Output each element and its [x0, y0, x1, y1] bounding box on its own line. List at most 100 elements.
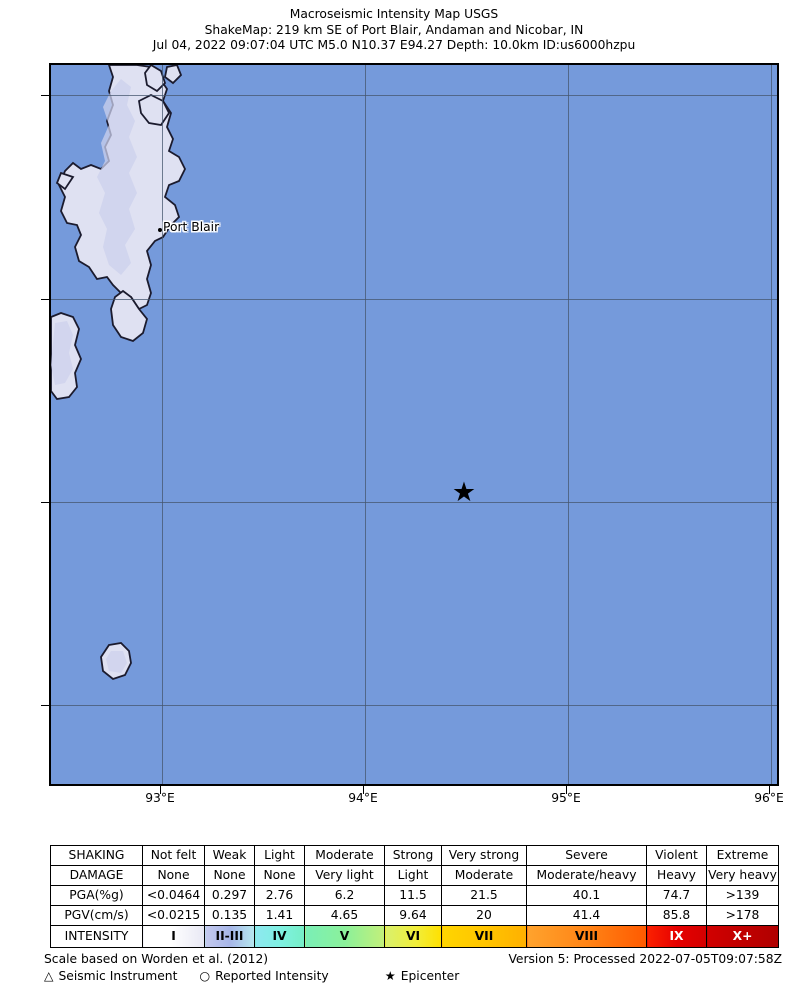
legend-intensity-5: VI [384, 925, 442, 948]
footer-scale-note: Scale based on Worden et al. (2012) [44, 952, 269, 966]
legend-pgv-2: 0.135 [204, 905, 255, 926]
legend-shaking-5: Strong [384, 845, 442, 866]
legend-pga-9: >139 [706, 885, 779, 906]
legend-pga-1: <0.0464 [142, 885, 205, 906]
key-reported-intensity-label: Reported Intensity [215, 969, 329, 983]
legend-row-shaking: SHAKING Not felt Weak Light Moderate Str… [50, 845, 779, 866]
key-epicenter: ★ Epicenter [385, 969, 460, 983]
island-small-north-east-2 [164, 65, 183, 85]
star-icon: ★ [384, 969, 396, 983]
legend-rowlabel-shaking: SHAKING [50, 845, 143, 866]
circle-icon: ○ [199, 969, 211, 983]
gridline-lon-93 [162, 65, 163, 784]
island-little-andaman-shading [51, 321, 73, 385]
legend-damage-4: Very light [304, 865, 385, 886]
lon-label-95: 95°E [551, 791, 581, 805]
legend-intensity-8: IX [646, 925, 707, 948]
legend-shaking-1: Not felt [142, 845, 205, 866]
legend-row-pga: PGA(%g) <0.0464 0.297 2.76 6.2 11.5 21.5… [50, 885, 779, 906]
key-epicenter-label: Epicenter [400, 969, 460, 983]
key-reported-intensity: ○ Reported Intensity [199, 969, 328, 983]
tick-lat-12 [41, 95, 49, 96]
tick-lat-11 [41, 299, 49, 300]
island-small-north-east [144, 65, 167, 93]
footer-version-note: Version 5: Processed 2022-07-05T09:07:58… [508, 952, 782, 966]
legend-damage-8: Heavy [646, 865, 707, 886]
city-label-port-blair: Port Blair [163, 220, 220, 234]
gridline-lat-9 [51, 705, 777, 706]
legend-pgv-4: 4.65 [304, 905, 385, 926]
legend-intensity-7: VIII [526, 925, 647, 948]
gridline-lon-94 [365, 65, 366, 784]
gridline-lat-11 [51, 299, 777, 300]
island-sliver-east [138, 93, 171, 126]
lon-label-96: 96°E [754, 791, 784, 805]
title-line-1: Macroseismic Intensity Map USGS [289, 7, 499, 21]
map-land-layer [51, 65, 187, 681]
tick-lon-96 [769, 786, 770, 794]
tick-lon-93 [160, 786, 161, 794]
island-port-blair-peninsula [110, 289, 148, 343]
legend-rowlabel-damage: DAMAGE [50, 865, 143, 886]
title-line-3: Jul 04, 2022 09:07:04 UTC M5.0 N10.37 E9… [152, 38, 636, 52]
legend-damage-7: Moderate/heavy [526, 865, 647, 886]
legend-pgv-3: 1.41 [254, 905, 305, 926]
legend-pgv-7: 41.4 [526, 905, 647, 926]
legend-intensity-9: X+ [706, 925, 779, 948]
legend-rowlabel-intensity: INTENSITY [50, 925, 143, 948]
gridline-lon-95 [568, 65, 569, 784]
island-car-nicobar-shading [106, 651, 127, 673]
legend-intensity-2: II-III [204, 925, 255, 948]
map-footer: Scale based on Worden et al. (2012) Vers… [0, 952, 788, 996]
island-tiny-west [55, 171, 75, 191]
tick-lon-94 [363, 786, 364, 794]
triangle-icon: △ [44, 969, 54, 983]
legend-pga-7: 40.1 [526, 885, 647, 906]
title-line-2: ShakeMap: 219 km SE of Port Blair, Andam… [204, 22, 584, 37]
tick-lat-10 [41, 502, 49, 503]
legend-pgv-8: 85.8 [646, 905, 707, 926]
legend-row-intensity: INTENSITY I II-III IV V VI VII VIII IX X… [50, 925, 779, 948]
legend-pga-4: 6.2 [304, 885, 385, 906]
legend-damage-9: Very heavy [706, 865, 779, 886]
shakemap-map[interactable]: Port Blair ★ km 0 50 100 [49, 63, 779, 786]
city-marker-dot [158, 228, 162, 232]
footer-symbol-key: △ Seismic Instrument ○ Reported Intensit… [44, 969, 459, 983]
intensity-legend-table: SHAKING Not felt Weak Light Moderate Str… [50, 845, 779, 948]
lon-label-94: 94°E [348, 791, 378, 805]
legend-shaking-2: Weak [204, 845, 255, 866]
legend-rowlabel-pga: PGA(%g) [50, 885, 143, 906]
legend-shaking-4: Moderate [304, 845, 385, 866]
legend-damage-6: Moderate [441, 865, 527, 886]
legend-damage-1: None [142, 865, 205, 886]
gridline-lat-12 [51, 95, 777, 96]
legend-pga-3: 2.76 [254, 885, 305, 906]
legend-pga-2: 0.297 [204, 885, 255, 906]
tick-lat-9 [41, 705, 49, 706]
key-seismic-instrument-label: Seismic Instrument [58, 969, 178, 983]
legend-shaking-6: Very strong [441, 845, 527, 866]
legend-damage-2: None [204, 865, 255, 886]
legend-pga-6: 21.5 [441, 885, 527, 906]
legend-intensity-6: VII [441, 925, 527, 948]
legend-pgv-1: <0.0215 [142, 905, 205, 926]
legend-intensity-4: V [304, 925, 385, 948]
legend-shaking-3: Light [254, 845, 305, 866]
lon-label-93: 93°E [145, 791, 175, 805]
legend-shaking-7: Severe [526, 845, 647, 866]
legend-shaking-8: Violent [646, 845, 707, 866]
gridline-lat-10 [51, 502, 777, 503]
legend-row-pgv: PGV(cm/s) <0.0215 0.135 1.41 4.65 9.64 2… [50, 905, 779, 926]
legend-damage-3: None [254, 865, 305, 886]
legend-intensity-1: I [142, 925, 205, 948]
island-relief-shading [97, 79, 137, 275]
epicenter-star-icon: ★ [451, 477, 477, 508]
legend-pga-5: 11.5 [384, 885, 442, 906]
legend-pgv-5: 9.64 [384, 905, 442, 926]
legend-damage-5: Light [384, 865, 442, 886]
legend-pgv-9: >178 [706, 905, 779, 926]
tick-lon-95 [566, 786, 567, 794]
legend-rowlabel-pgv: PGV(cm/s) [50, 905, 143, 926]
legend-pgv-6: 20 [441, 905, 527, 926]
legend-shaking-9: Extreme [706, 845, 779, 866]
